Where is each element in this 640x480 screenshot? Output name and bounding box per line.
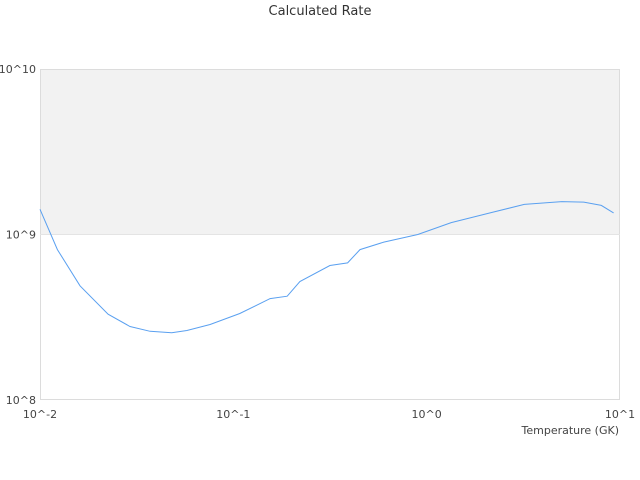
x-tick-label: 10^-1 [216,408,250,421]
x-tick-label: 10^-2 [23,408,57,421]
series-line [39,201,614,334]
y-tick-label: 10^9 [6,229,36,242]
chart-title: Calculated Rate [268,4,372,19]
x-axis-label: Temperature (GK) [521,424,620,437]
x-tick-label: 10^0 [412,408,442,421]
shaded-band [40,69,620,235]
y-tick-label: 10^10 [0,63,36,76]
x-tick-label: 10^1 [605,408,635,421]
y-tick-label: 10^8 [6,394,36,407]
